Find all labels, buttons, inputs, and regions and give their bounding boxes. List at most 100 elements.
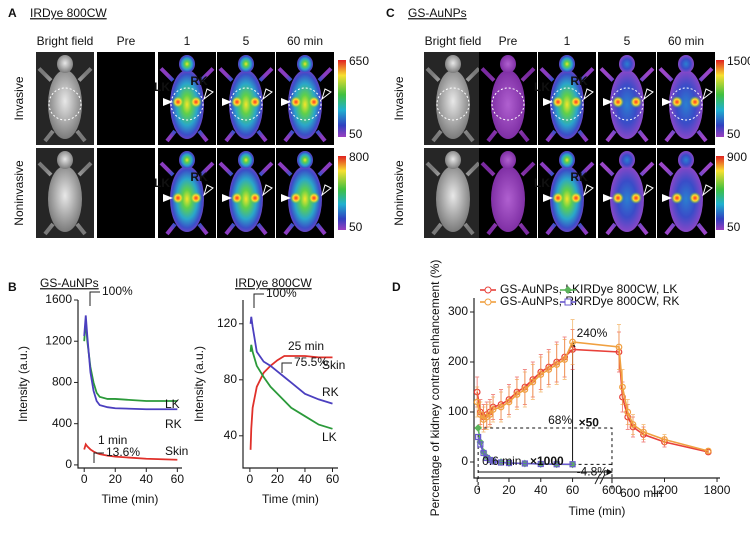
panel-label: B — [8, 280, 17, 294]
mouse-head — [297, 55, 313, 73]
column-header: 5 — [243, 34, 250, 48]
point — [561, 356, 569, 363]
kidney-spot — [630, 192, 642, 204]
image-tile — [276, 52, 334, 145]
image-tile — [158, 52, 216, 145]
mouse-head — [500, 55, 516, 73]
colorbar-max: 1500 — [727, 54, 750, 68]
point — [505, 459, 513, 467]
annotation: ×1000 — [530, 454, 564, 468]
x-tick-label: 600 — [602, 483, 622, 497]
incision-outline — [669, 87, 703, 121]
kidney-spot — [308, 192, 320, 204]
chart-title: GS-AuNPs — [40, 276, 99, 290]
legend-marker — [564, 298, 572, 306]
point — [489, 406, 497, 413]
row-label: Noninvasive — [12, 160, 26, 226]
mouse-limbs — [658, 161, 714, 236]
x-tick-label: 20 — [109, 472, 123, 486]
point — [477, 441, 484, 448]
arrow-left-kidney — [662, 194, 672, 202]
incision-outline — [610, 87, 644, 121]
x-tick-label: 0 — [247, 472, 254, 486]
colorbar-max: 800 — [349, 150, 369, 164]
image-tile — [479, 52, 537, 145]
row-label: Invasive — [12, 76, 26, 120]
arrow-right-kidney — [583, 88, 594, 101]
point — [661, 436, 668, 443]
x-tick-label: 60 — [171, 472, 185, 486]
kidney-spot — [172, 192, 184, 204]
arrow-left-kidney — [603, 98, 613, 106]
mouse-limbs — [277, 67, 333, 143]
mouse-body — [610, 70, 644, 139]
mouse-limbs — [37, 67, 93, 143]
axes — [242, 300, 338, 469]
kidney-spot — [172, 96, 184, 108]
kidney-spot — [308, 96, 320, 108]
mouse-body — [288, 166, 322, 232]
y-tick-label: 100 — [448, 404, 468, 418]
column-header: Bright field — [37, 34, 94, 48]
point — [545, 366, 553, 373]
arrow-right-kidney — [321, 88, 332, 101]
mouse-limbs — [37, 161, 93, 236]
arrow-right-kidney — [643, 184, 654, 197]
point — [497, 459, 505, 466]
mouse-head — [445, 55, 461, 73]
incision-outline — [229, 87, 263, 121]
series-line — [249, 344, 333, 430]
row-label: Invasive — [392, 76, 406, 120]
arrow-left-kidney — [543, 98, 553, 106]
arrow-right-kidney — [203, 184, 214, 197]
panel-title: IRDye 800CW — [30, 6, 107, 20]
x-tick-label: 1200 — [651, 483, 678, 497]
image-tile — [97, 148, 155, 238]
mouse-body — [436, 70, 470, 139]
point — [475, 433, 482, 441]
incision-outline — [550, 87, 584, 121]
panel-label: C — [386, 6, 395, 20]
arrow-right-kidney — [262, 184, 273, 197]
mouse-body — [436, 166, 470, 232]
kidney-label: LK — [534, 80, 550, 94]
mouse-body — [170, 166, 204, 232]
arrow-left-kidney — [543, 194, 553, 202]
kidney-spot — [612, 192, 624, 204]
kidney-spot — [552, 192, 564, 204]
y-tick-label: 0 — [65, 457, 72, 471]
column-header: Pre — [117, 34, 136, 48]
column-header: 1 — [564, 34, 571, 48]
kidney-spot — [630, 96, 642, 108]
incision-outline — [288, 87, 322, 121]
kidney-spot — [689, 96, 701, 108]
mouse-limbs — [599, 161, 655, 236]
colorbar — [338, 60, 346, 137]
kidney-label: RK — [190, 74, 208, 88]
x-tick-label: 40 — [298, 472, 312, 486]
series-line — [249, 355, 333, 450]
series-label: Skin — [322, 358, 345, 372]
mouse-head — [678, 55, 694, 73]
series-label: LK — [165, 397, 180, 411]
image-tile — [97, 52, 155, 145]
series-line — [83, 442, 178, 461]
image-tile — [657, 52, 715, 145]
image-bg — [97, 52, 155, 145]
mouse-head — [57, 55, 73, 73]
axis-break — [594, 473, 606, 485]
x-axis-label: Time (min) — [569, 504, 626, 518]
mouse-body — [550, 166, 584, 232]
point — [521, 386, 529, 393]
x-axis-label: Time (min) — [262, 492, 319, 506]
annotation: 0.6 min — [482, 454, 521, 468]
image-tile — [217, 148, 275, 238]
axes — [77, 300, 182, 469]
x-tick-label: 20 — [502, 483, 516, 497]
image-tile — [424, 52, 482, 145]
image-tile — [36, 52, 94, 145]
mouse-head — [619, 151, 635, 169]
row-label: Noninvasive — [392, 160, 406, 226]
mouse-limbs — [480, 161, 536, 236]
x-tick-label: 0 — [81, 472, 88, 486]
